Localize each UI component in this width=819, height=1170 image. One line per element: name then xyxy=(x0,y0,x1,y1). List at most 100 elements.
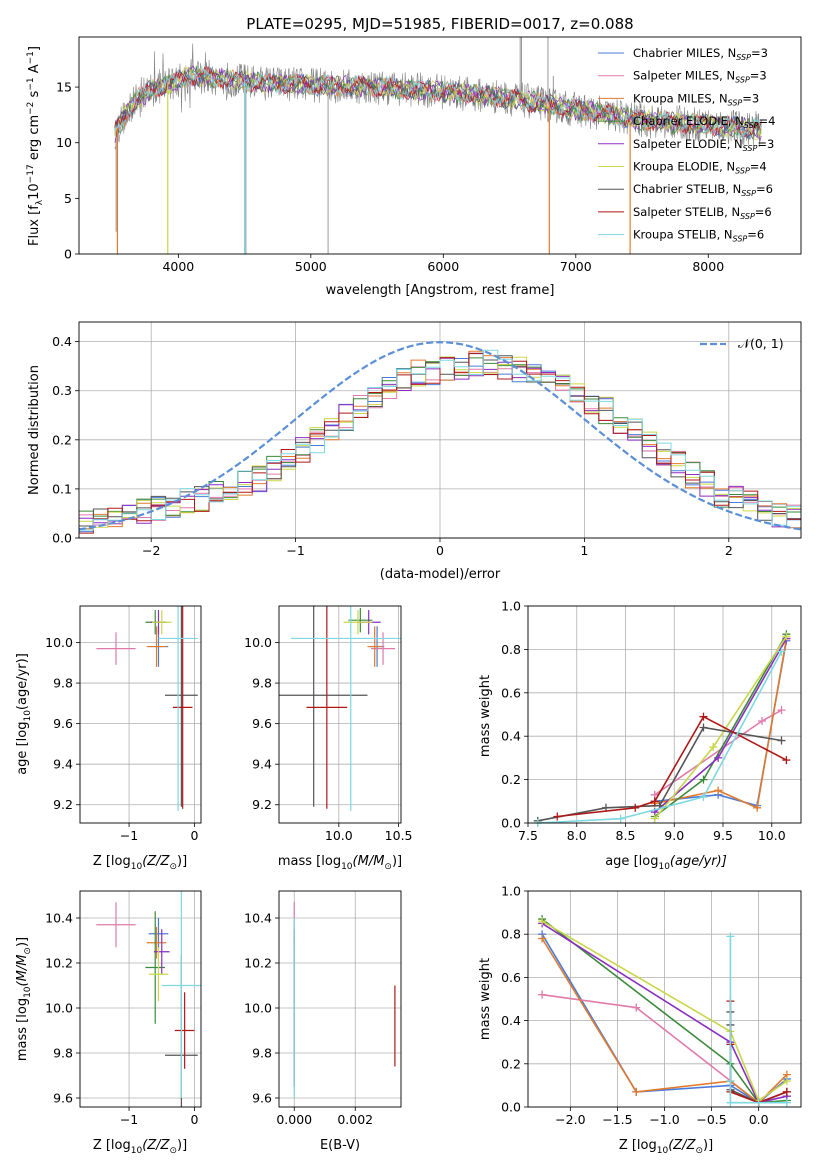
y-tick-label: 9.8 xyxy=(53,676,73,691)
y-tick-label: 10.0 xyxy=(244,635,272,650)
y-tick-label: 0.6 xyxy=(501,685,521,700)
legend-label-gaussian: 𝒩(0, 1) xyxy=(738,336,784,351)
axes-frame xyxy=(278,605,402,824)
marker-chabrier-stelib xyxy=(699,723,708,732)
mass-weight-vs-Z-axes: −2.0 −1.5 −1.0 −0.5 0.0 0.0 0.2 0.4 0.6 0.8 1.0 Z [… xyxy=(478,884,802,1156)
spectrum-y-label-part: erg cm xyxy=(27,115,42,164)
spectrum-y-label-part: 10 xyxy=(27,183,42,200)
axes-frame xyxy=(527,890,802,1108)
y-tick-label: 10.0 xyxy=(45,635,73,650)
histogram-y-label: Normed distribution xyxy=(27,365,42,495)
mw-age-x-label-part: 10 xyxy=(658,862,670,872)
x-tick-label: 8.0 xyxy=(567,828,587,843)
marker-salpeter-miles xyxy=(777,706,786,715)
x-tick-label: −2 xyxy=(142,543,160,558)
spectrum-y-label-part: −1 xyxy=(26,77,36,90)
legend-label-sub: SSP xyxy=(733,235,748,244)
y-tick-label: 0.8 xyxy=(501,642,521,657)
age-z-points xyxy=(96,606,198,811)
spectrum-y-label-part: s xyxy=(27,90,42,101)
x-tick-label: 0.002 xyxy=(337,1112,373,1127)
age-mass-points xyxy=(279,606,401,811)
marker-kroupa-stelib xyxy=(777,647,786,656)
legend-label-text: Salpeter MILES, N xyxy=(633,69,735,83)
age-z-x-label: Z [log10(Z/Z⊙)] xyxy=(93,854,187,872)
x-tick-label: 4000 xyxy=(162,259,194,274)
y-tick-label: 9.4 xyxy=(53,757,73,772)
marker-salpeter-stelib xyxy=(782,756,791,765)
marker-salpeter-stelib xyxy=(631,803,640,812)
mw-age-x-label-part: (age/yr)] xyxy=(670,854,727,869)
legend-label-text: Chabrier ELODIE, N xyxy=(633,114,744,128)
y-tick-label: 9.8 xyxy=(252,676,272,691)
marker-kroupa-stelib xyxy=(754,1098,763,1107)
legend-label-kroupa-stelib: Kroupa STELIB, NSSP=6 xyxy=(633,228,764,244)
age-mass-x-label: mass [log10(M/M⊙)] xyxy=(278,854,402,872)
mw-z-y-label: mass weight xyxy=(478,958,493,1040)
marker-kroupa-elodie xyxy=(709,743,718,752)
legend-label-text: Chabrier STELIB, N xyxy=(633,182,741,196)
legend-label-tail: =6 xyxy=(755,205,772,219)
age-z-x-label-part: )] xyxy=(177,854,187,869)
spectrum-x-label: wavelength [Angstrom, rest frame] xyxy=(326,283,555,298)
marker-kroupa-stelib xyxy=(782,1098,791,1107)
spectrum-y-label-part: ] xyxy=(27,46,42,51)
mass-z-y-label-part: ⊙ xyxy=(23,947,33,955)
model-line-kroupa-elodie xyxy=(114,65,762,141)
legend-label-salpeter-miles: Salpeter MILES, NSSP=3 xyxy=(633,69,767,85)
marker-kroupa-stelib xyxy=(726,932,735,941)
marker-chabrier-stelib xyxy=(777,736,786,745)
y-tick-label: 0.1 xyxy=(52,481,72,496)
legend-label-salpeter-elodie: Salpeter ELODIE, NSSP=3 xyxy=(633,137,774,153)
x-tick-label: −1.0 xyxy=(649,1112,679,1127)
legend-label-text: Kroupa ELODIE, N xyxy=(633,160,735,174)
legend-label-salpeter-stelib: Salpeter STELIB, NSSP=6 xyxy=(633,205,772,221)
legend-label-tail: =3 xyxy=(742,91,759,105)
legend-label-tail: =3 xyxy=(757,137,774,151)
y-tick-label: 9.8 xyxy=(53,1046,73,1061)
y-tick-label: 1.0 xyxy=(501,884,521,899)
age-mass-x-label-part: ⊙ xyxy=(384,862,392,872)
x-tick-label: 8.5 xyxy=(616,828,636,843)
x-tick-label: 6000 xyxy=(427,259,459,274)
age-mass-x-label-part: mass [log xyxy=(278,854,341,869)
model-line-chabrier-stelib xyxy=(114,66,762,140)
y-tick-label: 9.6 xyxy=(53,1091,73,1106)
mass-weight-vs-age-axes: 7.5 8.0 8.5 9.0 9.5 10.0 0.0 0.2 0.4 0.6 0.8 1.0 age… xyxy=(478,599,802,872)
marker-kroupa-stelib xyxy=(726,1077,735,1086)
legend-label-text: Kroupa MILES, N xyxy=(633,91,728,105)
mass-z-y-label: mass [log10(M/M⊙)] xyxy=(15,937,33,1061)
legend-label-sub: SSP xyxy=(735,76,750,85)
marker-kroupa-miles xyxy=(753,803,762,812)
spectrum-y-label-part: −1 xyxy=(26,51,36,64)
y-tick-label: 0.4 xyxy=(501,1013,521,1028)
marker-salpeter-miles xyxy=(538,990,547,999)
marker-kroupa-stelib xyxy=(699,792,708,801)
x-tick-label: 10.0 xyxy=(325,828,353,843)
legend-label-tail: =3 xyxy=(750,69,767,83)
mw-z-x-label: Z [log10(Z/Z⊙)] xyxy=(619,1138,713,1156)
y-tick-label: 0.0 xyxy=(501,1100,521,1115)
marker-kroupa-miles xyxy=(714,786,723,795)
x-tick-label: 9.0 xyxy=(664,828,684,843)
model-line-salpeter-stelib xyxy=(114,66,762,138)
y-tick-label: 10.4 xyxy=(244,911,272,926)
marker-kroupa-stelib xyxy=(616,814,625,823)
gaussian-curve xyxy=(79,341,801,531)
series-line-kroupa-elodie xyxy=(541,920,788,1102)
legend-label-sub: SSP xyxy=(741,189,756,198)
legend-label-text: Chabrier MILES, N xyxy=(633,46,736,60)
x-tick-label: −2.0 xyxy=(555,1112,585,1127)
x-tick-label: 2 xyxy=(725,543,733,558)
y-tick-label: 9.6 xyxy=(53,716,73,731)
y-tick-label: 0.0 xyxy=(501,816,521,831)
legend-label-sub: SSP xyxy=(736,53,751,62)
y-tick-label: 10.4 xyxy=(45,911,73,926)
mass-ebv-x-label: E(B-V) xyxy=(320,1138,360,1153)
mass-z-x-label-part: (Z/Z xyxy=(142,1138,170,1153)
marker-kroupa-stelib xyxy=(726,1098,735,1107)
age-z-x-label-part: ⊙ xyxy=(169,862,177,872)
legend-label-sub: SSP xyxy=(743,144,758,153)
y-tick-label: 10.2 xyxy=(244,956,272,971)
axes-frame xyxy=(78,36,802,255)
